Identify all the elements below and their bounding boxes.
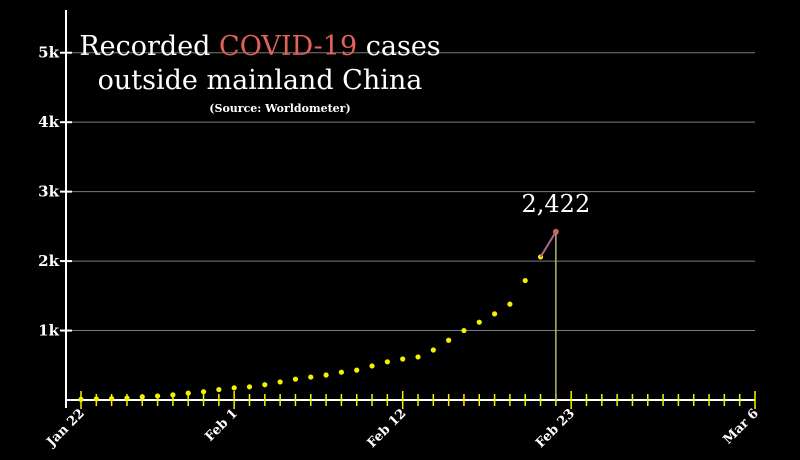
- x-tick-label: Feb 12: [365, 406, 410, 451]
- data-point: [354, 367, 360, 373]
- x-tick-label: Feb 23: [533, 406, 578, 451]
- data-point: [231, 385, 237, 391]
- x-tick-labels: Jan 22 Feb 1 Feb 12 Feb 23 Mar 6: [44, 406, 762, 451]
- annotation-group: 2,422: [522, 190, 591, 400]
- chart-title: Recorded COVID-19 cases outside mainland…: [0, 30, 520, 98]
- data-point: [124, 395, 130, 401]
- y-tick-labels: 1k 2k 3k 4k 5k: [38, 44, 59, 340]
- data-point: [200, 389, 207, 395]
- data-point: [446, 337, 452, 343]
- chart-title-block: Recorded COVID-19 cases outside mainland…: [0, 30, 520, 115]
- data-point: [430, 347, 436, 353]
- data-point: [491, 311, 498, 317]
- y-tick-label: 1k: [38, 322, 59, 340]
- title-post: cases: [357, 31, 441, 62]
- data-point: [461, 327, 467, 334]
- data-point: [308, 374, 314, 380]
- x-tick-label: Jan 22: [44, 406, 88, 450]
- data-point: [369, 363, 375, 369]
- title-pre: Recorded: [79, 31, 220, 62]
- x-tick-label: Mar 6: [721, 406, 762, 447]
- data-point: [338, 369, 345, 375]
- data-point: [415, 354, 421, 360]
- data-point: [384, 359, 390, 365]
- data-point: [139, 394, 145, 400]
- data-point: [292, 376, 299, 382]
- data-point: [262, 382, 268, 388]
- title-line-2: outside mainland China: [97, 65, 423, 96]
- data-point: [154, 393, 161, 399]
- data-point: [507, 301, 513, 307]
- data-point: [109, 396, 115, 402]
- x-tick-label: Feb 1: [203, 406, 242, 445]
- data-point: [78, 396, 84, 402]
- data-point: [185, 390, 191, 396]
- data-point: [170, 392, 176, 398]
- y-tick-label: 4k: [38, 113, 59, 131]
- data-point: [216, 386, 222, 393]
- chart-source: (Source: Worldometer): [209, 102, 351, 115]
- data-point: [522, 277, 528, 284]
- title-highlight: COVID-19: [219, 31, 358, 62]
- data-point: [277, 379, 283, 385]
- series-cases: [78, 228, 559, 402]
- axes: [60, 10, 755, 408]
- y-tick-label: 5k: [38, 44, 59, 62]
- y-tick-label: 3k: [38, 183, 59, 201]
- data-point: [476, 319, 482, 325]
- data-point: [400, 356, 406, 362]
- data-point: [246, 384, 253, 390]
- last-segment-line: [539, 231, 557, 258]
- grid-lines: [66, 52, 755, 332]
- y-tick-label: 2k: [38, 252, 59, 270]
- data-point: [93, 396, 99, 402]
- annotation-label: 2,422: [522, 190, 591, 218]
- data-point: [323, 372, 329, 378]
